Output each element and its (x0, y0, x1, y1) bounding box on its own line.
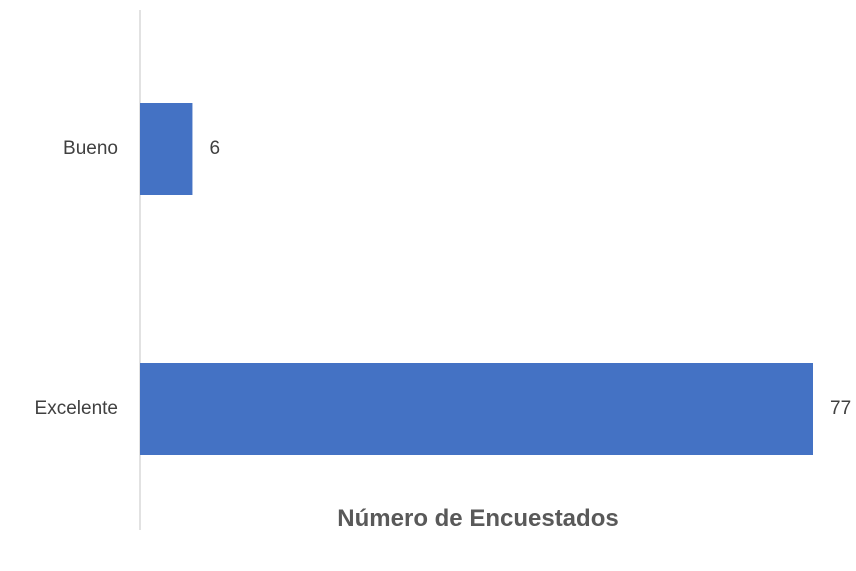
bar-excelente (140, 363, 813, 455)
x-axis-title: Número de Encuestados (337, 505, 619, 532)
data-label-bueno: 6 (209, 138, 220, 159)
data-label-excelente: 77 (830, 398, 851, 419)
category-label-bueno: Bueno (63, 138, 118, 159)
bars-layer: Bueno 6 Excelente 77 (35, 103, 851, 455)
bar-bueno (140, 103, 193, 195)
category-label-excelente: Excelente (35, 398, 118, 419)
